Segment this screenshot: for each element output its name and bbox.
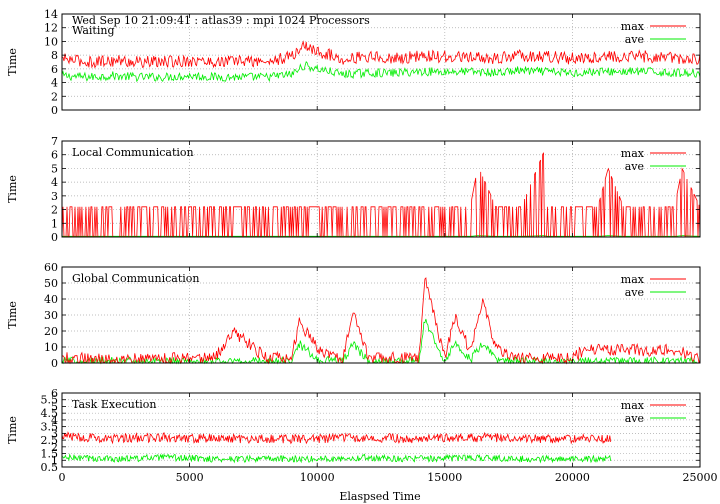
y-tick-label: 40	[44, 293, 58, 306]
legend-label-max: max	[621, 399, 645, 412]
legend-label-ave: ave	[625, 412, 644, 425]
panel-title: Task Execution	[72, 398, 156, 411]
y-tick-label: 0	[51, 104, 58, 117]
y-tick-label: 0	[51, 357, 58, 370]
y-tick-label: 4.5	[41, 407, 59, 420]
x-tick-label: 20000	[555, 471, 590, 484]
series-line-ave	[61, 453, 612, 464]
y-axis-title: Time	[6, 416, 19, 444]
legend-label-max: max	[621, 147, 645, 160]
y-tick-label: 2.5	[41, 434, 59, 447]
y-tick-label: 30	[44, 309, 58, 322]
panel-title: Local Communication	[72, 146, 194, 159]
panel-title: Global Communication	[72, 272, 200, 285]
legend-label-max: max	[621, 20, 645, 33]
y-tick-label: 1	[51, 454, 58, 467]
plot-frame	[61, 140, 701, 238]
y-tick-label: 20	[44, 325, 58, 338]
y-tick-label: 5	[51, 400, 58, 413]
y-tick-label: 4	[51, 414, 58, 427]
series-line-max	[61, 431, 612, 445]
y-tick-label: 12	[44, 22, 58, 35]
panel-task-execution: 0.511.522.533.544.555.56 0 5000 10000 15000 2…	[6, 387, 718, 484]
y-tick-label: 14	[44, 8, 58, 21]
y-tick-label: 3.5	[41, 421, 59, 434]
x-tick-label: 15000	[427, 471, 462, 484]
x-tick-label: 10000	[300, 471, 335, 484]
x-tick-label: 5000	[176, 471, 204, 484]
y-tick-label: 0	[51, 231, 58, 244]
y-tick-label: 1.5	[41, 448, 59, 461]
y-tick-label: 4	[51, 176, 58, 189]
y-tick-label: 2	[51, 441, 58, 454]
y-tick-label: 2	[51, 204, 58, 217]
y-tick-label: 6	[51, 149, 58, 162]
plot-frame	[61, 13, 701, 111]
y-tick-label: 10	[44, 35, 58, 48]
y-tick-label: 1	[51, 217, 58, 230]
y-tick-label: 7	[51, 135, 58, 148]
x-tick-label: 0	[59, 471, 66, 484]
series-line-max	[61, 152, 701, 238]
panel-title: Waiting	[72, 24, 115, 37]
plot-frame	[61, 392, 701, 468]
series-line-ave	[61, 318, 701, 365]
y-tick-label: 3	[51, 427, 58, 440]
y-tick-label: 10	[44, 341, 58, 354]
y-tick-label: 0.5	[41, 461, 59, 474]
x-axis-title: Elaspsed Time	[339, 490, 420, 503]
figure-header: Wed Sep 10 21:09:41 : atlas39 : mpi 1024…	[72, 14, 370, 27]
y-tick-label: 2	[51, 90, 58, 103]
plot-frame	[61, 266, 701, 364]
y-tick-label: 50	[44, 277, 58, 290]
legend-label-ave: ave	[625, 286, 644, 299]
y-tick-label: 8	[51, 49, 58, 62]
series-line-max	[61, 40, 701, 69]
y-tick-label: 6	[51, 63, 58, 76]
y-tick-label: 5.5	[41, 394, 59, 407]
y-tick-label: 5	[51, 162, 58, 175]
y-tick-label: 6	[51, 387, 58, 400]
legend-label-ave: ave	[625, 160, 644, 173]
y-tick-label: 3	[51, 190, 58, 203]
y-tick-label: 4	[51, 77, 58, 90]
series-line-ave	[61, 61, 701, 83]
x-tick-label: 25000	[683, 471, 718, 484]
y-tick-label: 60	[44, 261, 58, 274]
y-axis-title: Time	[6, 175, 19, 203]
legend-label-max: max	[621, 273, 645, 286]
y-axis-title: Time	[6, 301, 19, 329]
legend-label-ave: ave	[625, 33, 644, 46]
series-line-max	[61, 277, 701, 365]
y-axis-title: Time	[6, 48, 19, 76]
